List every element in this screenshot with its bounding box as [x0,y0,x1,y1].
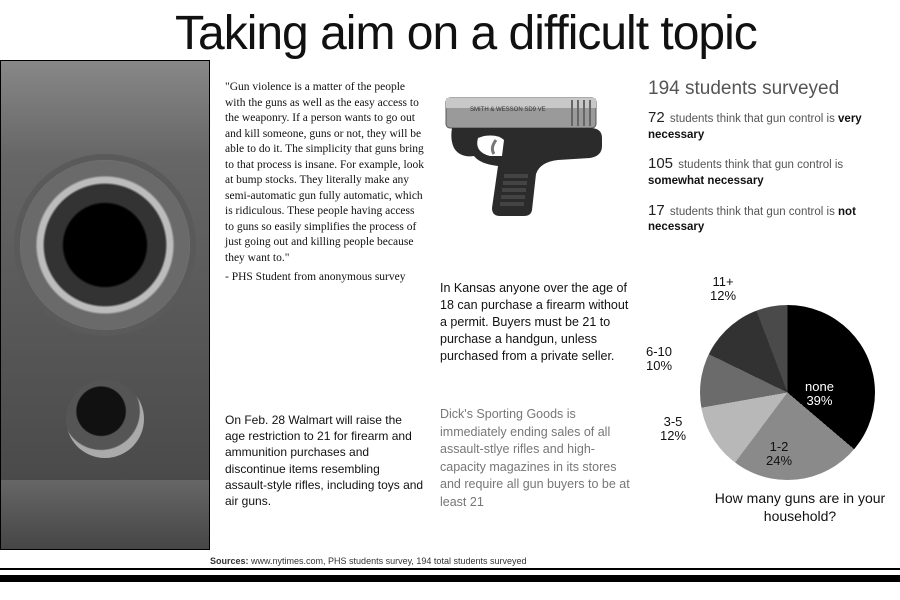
handgun-model-text: SMITH & WESSON SD9 VE [470,107,546,113]
page-title: Taking aim on a difficult topic [175,6,757,61]
bottom-rule-thick [0,575,900,582]
kansas-blurb: In Kansas anyone over the age of 18 can … [440,280,630,364]
survey-total: 194 [648,78,680,99]
quote-text: "Gun violence is a matter of the people … [225,80,425,266]
sources-line: Sources: www.nytimes.com, PHS students s… [210,556,527,566]
handgun-photo: SMITH & WESSON SD9 VE [440,78,630,218]
sources-label: Sources: [210,556,249,566]
quote-attribution: - PHS Student from anonymous survey [225,270,425,286]
survey-block: 194 students surveyed 72 students think … [648,78,888,247]
survey-row-very: 72 students think that gun control is ve… [648,108,888,142]
gun-muzzle-photo [0,60,210,550]
bottom-rule-thin [0,568,900,570]
survey-row-not: 17 students think that gun control is no… [648,201,888,235]
sources-text: www.nytimes.com, PHS students survey, 19… [251,556,526,566]
pie-chart: none39%1-224%3-512%6-1010%11+12% How man… [640,275,895,535]
muzzle-bore [20,160,190,330]
slide-edge [0,480,210,550]
survey-n: 105 [648,155,673,172]
guide-rod-hole [66,380,144,458]
survey-headline: 194 students surveyed [648,78,888,100]
pie-slice-label: 11+12% [710,275,736,304]
walmart-blurb: On Feb. 28 Walmart will raise the age re… [225,412,425,509]
pie-caption: How many guns are in your household? [700,490,900,525]
survey-text: students think that gun control is [670,206,835,218]
pie-slice-label: 6-1010% [646,345,672,374]
survey-bold: somewhat necessary [648,175,764,187]
survey-text: students think that gun control is [670,113,835,125]
survey-head-suffix: students surveyed [685,78,839,99]
survey-text: students think that gun control is [678,159,843,171]
pie-slice-label: 1-224% [766,440,792,469]
pie-slice-label: 3-512% [660,415,686,444]
pie-slice-label: none39% [805,380,834,409]
survey-n: 17 [648,202,665,219]
survey-n: 72 [648,109,665,126]
student-quote: "Gun violence is a matter of the people … [225,80,425,286]
survey-row-somewhat: 105 students think that gun control is s… [648,154,888,188]
dicks-blurb: Dick's Sporting Goods is immediately end… [440,406,630,511]
